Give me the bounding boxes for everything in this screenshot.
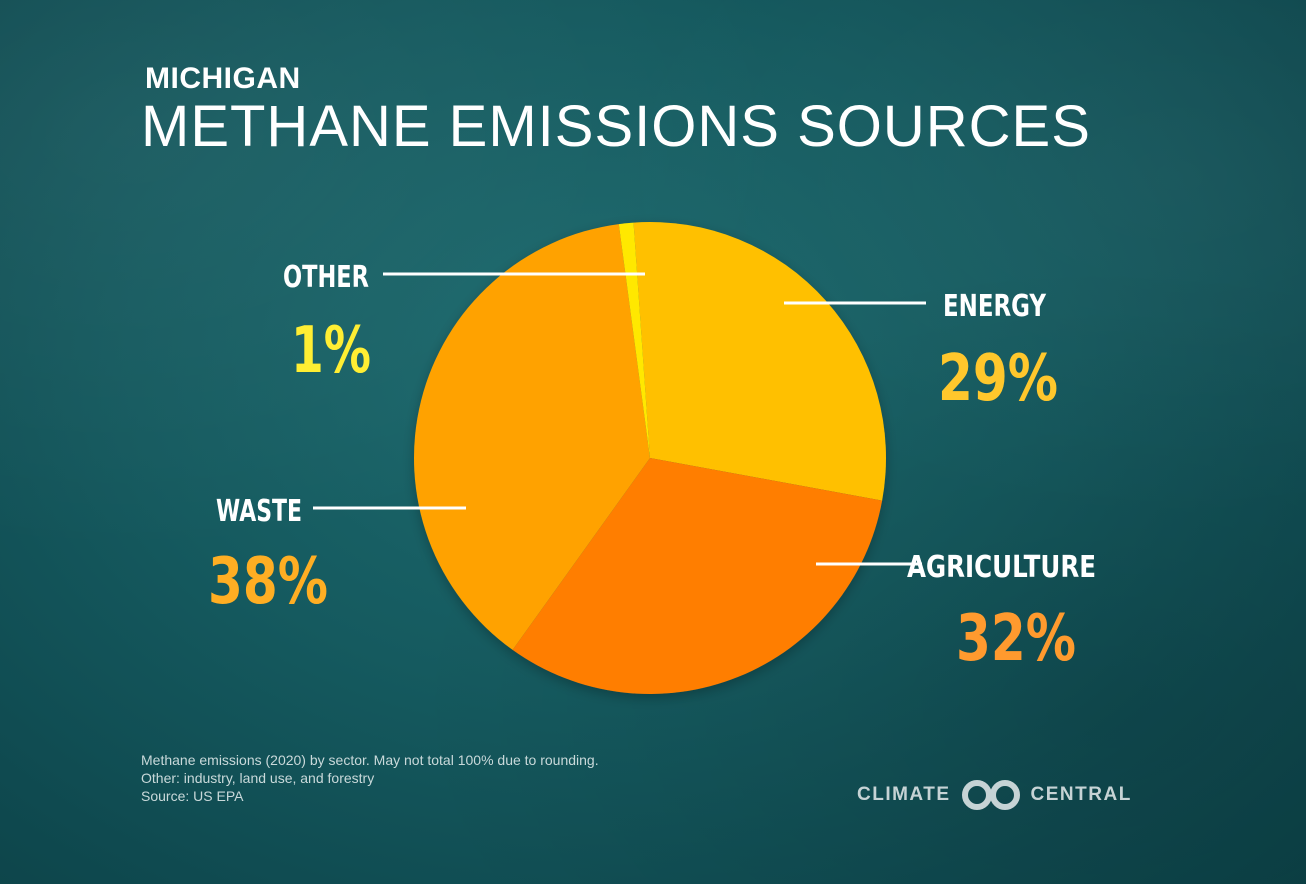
footnote-line: Methane emissions (2020) by sector. May …: [141, 752, 599, 768]
climate-central-rings-icon: [961, 780, 1020, 810]
pie-labels: ENERGY 29% AGRICULTURE 32% WASTE 38% OTHER 1%: [208, 260, 1096, 676]
footnotes: Methane emissions (2020) by sector. May …: [141, 751, 599, 805]
pie-slices: [413, 221, 886, 694]
slice-label-agriculture: AGRICULTURE: [907, 550, 1096, 585]
slice-value-waste: 38%: [208, 545, 328, 619]
slice-label-energy: ENERGY: [943, 289, 1047, 324]
slice-value-other: 1%: [291, 314, 371, 388]
slice-label-other: OTHER: [283, 260, 369, 295]
footnote-line: Source: US EPA: [141, 788, 244, 804]
slice-label-waste: WASTE: [216, 494, 302, 529]
chart-subtitle: MICHIGAN: [145, 62, 301, 95]
pie-slice-agriculture: [512, 458, 883, 694]
pie-slice-other: [618, 222, 650, 458]
logo-text-right: CENTRAL: [1030, 784, 1132, 805]
footnote-line: Other: industry, land use, and forestry: [141, 770, 375, 786]
chart-title: METHANE EMISSIONS SOURCES: [141, 94, 1091, 159]
pie-slice-energy: [633, 221, 886, 501]
slice-value-agriculture: 32%: [956, 602, 1076, 676]
climate-central-logo: CLIMATE CENTRAL: [857, 779, 1132, 811]
logo-text-left: CLIMATE: [857, 784, 951, 805]
slice-value-energy: 29%: [938, 342, 1058, 416]
pie-slice-waste: [413, 224, 650, 650]
